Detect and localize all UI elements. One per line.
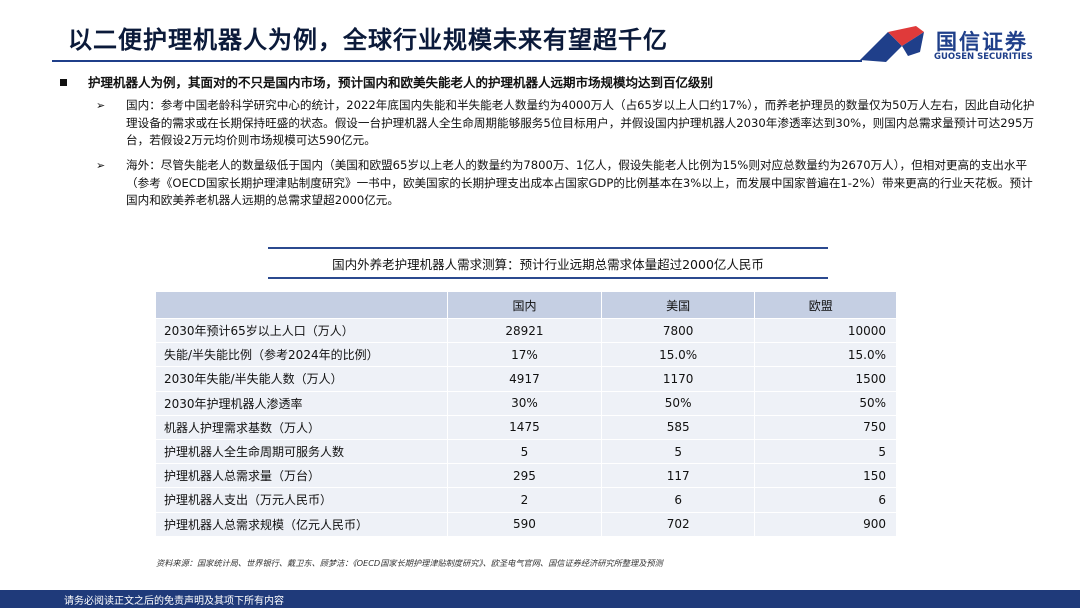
main-bullet-text: 护理机器人为例，其面对的不只是国内市场，预计国内和欧美失能老人的护理机器人远期市… [88,75,714,90]
arrow-bullet-icon: ➢ [96,99,106,112]
logo-text-en: GUOSEN SECURITIES [934,52,1033,62]
row-label: 护理机器人总需求量（万台） [156,464,448,489]
row-label: 2030年护理机器人渗透率 [156,391,448,416]
cell-eu: 1500 [754,367,896,392]
row-label: 机器人护理需求基数（万人） [156,415,448,440]
footer-bar: 请务必阅读正文之后的免责声明及其项下所有内容 [0,590,1080,608]
cell-usa: 702 [600,512,755,537]
cell-usa: 585 [600,415,755,440]
cell-eu: 10000 [754,319,896,344]
cell-china: 30% [447,391,601,416]
cell-eu: 15.0% [754,343,896,368]
company-logo: 国信证券 GUOSEN SECURITIES [858,22,1038,66]
table-row: 2030年失能/半失能人数（万人） 4917 1170 1500 [156,367,896,392]
cell-china: 295 [447,464,601,489]
page-title: 以二便护理机器人为例，全球行业规模未来有望超千亿 [68,26,668,54]
arrow-bullet-icon: ➢ [96,159,106,172]
sub-bullet-text: 国内：参考中国老龄科学研究中心的统计，2022年底国内失能和半失能老人数量约为4… [126,98,1035,147]
demand-table: 国内 美国 欧盟 2030年预计65岁以上人口（万人） 28921 7800 1… [156,292,896,537]
cell-usa: 117 [600,464,755,489]
row-label: 护理机器人总需求规模（亿元人民币） [156,512,448,537]
footer-disclaimer: 请务必阅读正文之后的免责声明及其项下所有内容 [64,596,284,607]
table-row: 机器人护理需求基数（万人） 1475 585 750 [156,415,896,440]
cell-usa: 15.0% [600,343,755,368]
cell-china: 2 [447,488,601,513]
table-row: 护理机器人全生命周期可服务人数 5 5 5 [156,439,896,465]
row-label: 护理机器人支出（万元人民币） [156,488,448,513]
header-cell-usa: 美国 [600,292,755,319]
cell-china: 17% [447,343,601,368]
cell-usa: 5 [600,439,755,465]
guosen-logo-icon [860,26,924,62]
cell-china: 590 [447,512,601,537]
table-row: 失能/半失能比例（参考2024年的比例） 17% 15.0% 15.0% [156,343,896,368]
table-title-box: 国内外养老护理机器人需求测算：预计行业远期总需求体量超过2000亿人民币 [268,247,828,279]
square-bullet-icon [60,79,67,86]
table-row: 护理机器人总需求规模（亿元人民币） 590 702 900 [156,512,896,537]
header-cell-eu: 欧盟 [754,292,896,319]
cell-eu: 6 [754,488,896,513]
cell-usa: 1170 [600,367,755,392]
logo-text-cn: 国信证券 [936,30,1028,54]
table-title: 国内外养老护理机器人需求测算：预计行业远期总需求体量超过2000亿人民币 [332,257,764,272]
cell-eu: 50% [754,391,896,416]
table-row: 2030年预计65岁以上人口（万人） 28921 7800 10000 [156,319,896,344]
table-header-row: 国内 美国 欧盟 [156,292,896,319]
cell-china: 28921 [447,319,601,344]
table-row: 护理机器人支出（万元人民币） 2 6 6 [156,488,896,513]
header-cell-blank [156,292,448,319]
row-label: 护理机器人全生命周期可服务人数 [156,439,448,465]
cell-eu: 150 [754,464,896,489]
cell-usa: 50% [600,391,755,416]
cell-china: 5 [447,439,601,465]
cell-eu: 5 [754,439,896,465]
cell-usa: 7800 [600,319,755,344]
row-label: 失能/半失能比例（参考2024年的比例） [156,343,448,368]
table-row: 2030年护理机器人渗透率 30% 50% 50% [156,391,896,416]
source-note: 资料来源：国家统计局、世界银行、戴卫东、顾梦洁：《OECD国家长期护理津贴制度研… [156,558,663,568]
title-rule [52,60,862,62]
cell-china: 1475 [447,415,601,440]
table-row: 护理机器人总需求量（万台） 295 117 150 [156,464,896,489]
cell-eu: 750 [754,415,896,440]
row-label: 2030年预计65岁以上人口（万人） [156,319,448,344]
cell-eu: 900 [754,512,896,537]
sub-bullet-text: 海外：尽管失能老人的数量级低于国内（美国和欧盟65岁以上老人的数量约为7800万… [126,158,1033,207]
row-label: 2030年失能/半失能人数（万人） [156,367,448,392]
cell-china: 4917 [447,367,601,392]
header-cell-china: 国内 [447,292,601,319]
cell-usa: 6 [600,488,755,513]
